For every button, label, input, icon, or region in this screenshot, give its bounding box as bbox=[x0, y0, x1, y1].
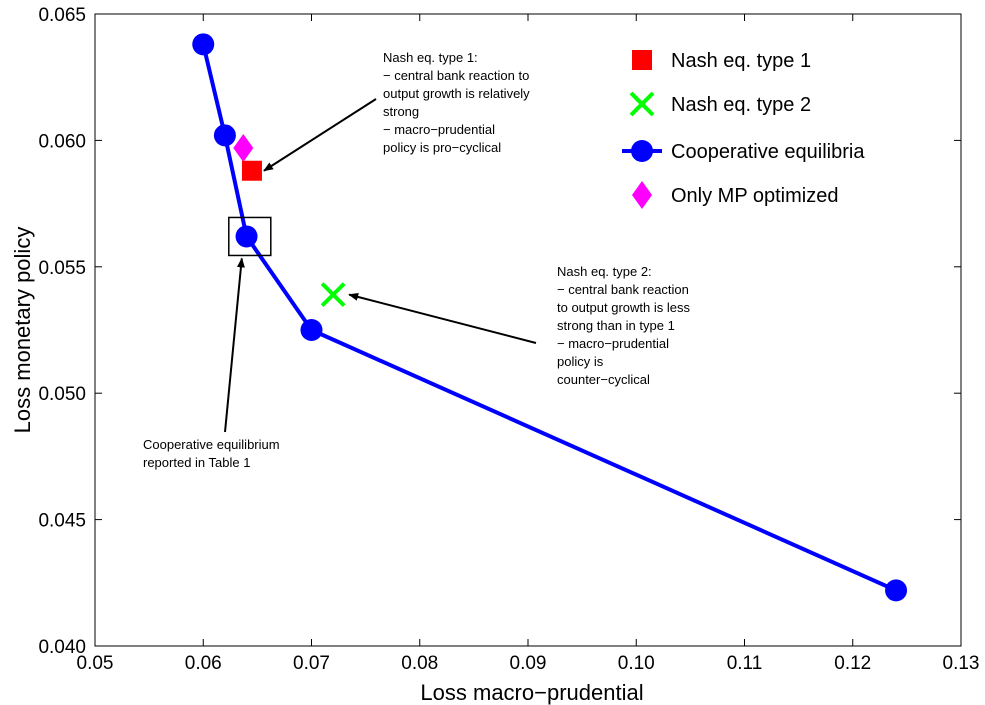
x-tick-label: 0.09 bbox=[510, 653, 547, 674]
x-tick-label: 0.11 bbox=[727, 653, 763, 674]
legend-label: Nash eq. type 2 bbox=[671, 94, 811, 116]
legend-marker bbox=[632, 50, 652, 70]
annotation-arrow bbox=[263, 98, 377, 172]
marker-circle bbox=[235, 225, 258, 248]
annotation-line: policy is pro−cyclical bbox=[383, 140, 501, 155]
annotation-line: − macro−prudential bbox=[383, 122, 495, 137]
series-layer bbox=[192, 33, 908, 602]
marker-x-stroke bbox=[629, 91, 655, 117]
marker-circle bbox=[213, 124, 236, 147]
legend-marker bbox=[631, 140, 653, 162]
y-tick-label: 0.055 bbox=[38, 258, 86, 279]
y-tick-label: 0.040 bbox=[38, 637, 86, 658]
annotation-line: − macro−prudential bbox=[557, 336, 669, 351]
marker-circle bbox=[192, 33, 215, 56]
legend-marker bbox=[629, 91, 655, 117]
annotation-line: to output growth is less bbox=[557, 300, 690, 315]
annotations-layer: Nash eq. type 1: − central bank reaction … bbox=[143, 50, 690, 470]
x-tick-label: 0.07 bbox=[293, 653, 330, 674]
legend-label: Nash eq. type 1 bbox=[671, 50, 811, 72]
annotation-line: Nash eq. type 1: bbox=[383, 50, 478, 65]
x-tick-label: 0.12 bbox=[834, 653, 871, 674]
annotation-line: strong than in type 1 bbox=[557, 318, 675, 333]
annotation-line: counter−cyclical bbox=[557, 372, 650, 387]
annotation-text: Nash eq. type 2: − central bank reaction t… bbox=[557, 264, 690, 387]
annotation-line: Nash eq. type 2: bbox=[557, 264, 652, 279]
marker-diamond bbox=[233, 133, 254, 162]
y-axis-label: Loss monetary policy bbox=[10, 227, 35, 434]
annotation-line: policy is bbox=[557, 354, 604, 369]
annotation-line: reported in Table 1 bbox=[143, 455, 250, 470]
legend-marker bbox=[632, 181, 652, 209]
legend-label: Only MP optimized bbox=[671, 185, 838, 207]
highlight-box bbox=[228, 216, 272, 257]
plot-area bbox=[94, 13, 962, 647]
marker-x bbox=[320, 282, 346, 308]
marker-circle bbox=[300, 319, 323, 341]
legend-label: Cooperative equilibria bbox=[671, 141, 865, 163]
annotation-line: output growth is relatively bbox=[383, 86, 530, 101]
legend: Nash eq. type 1 Nash eq. type 2 Cooperativ… bbox=[622, 50, 865, 209]
x-axis-label: Loss macro−prudential bbox=[420, 680, 643, 705]
x-tick-label: 0.05 bbox=[77, 653, 114, 674]
y-tick-label: 0.050 bbox=[38, 384, 86, 405]
annotation-line: strong bbox=[383, 104, 419, 119]
annotation-line: Cooperative equilibrium bbox=[143, 437, 280, 452]
y-tick-label: 0.060 bbox=[38, 131, 86, 152]
annotation-arrow bbox=[348, 292, 537, 344]
y-tick-label: 0.045 bbox=[38, 511, 86, 532]
x-tick-label: 0.10 bbox=[618, 653, 655, 674]
marker-circle bbox=[885, 579, 908, 602]
annotation-text: Cooperative equilibrium reported in Table… bbox=[143, 437, 280, 470]
annotation-text: Nash eq. type 1: − central bank reaction … bbox=[383, 50, 530, 155]
marker-square bbox=[241, 160, 262, 181]
y-tick-label: 0.065 bbox=[38, 5, 86, 26]
annotation-line: − central bank reaction bbox=[557, 282, 689, 297]
axis-tick-labels: 0.05 0.06 0.07 0.08 0.09 0.10 0.11 0.12 0.13 0.04… bbox=[38, 5, 979, 674]
annotation-line: − central bank reaction to bbox=[383, 68, 529, 83]
marker-x-stroke bbox=[320, 282, 346, 308]
annotation-arrow bbox=[224, 257, 245, 433]
x-tick-label: 0.08 bbox=[401, 653, 438, 674]
x-tick-label: 0.06 bbox=[185, 653, 222, 674]
axis-ticks bbox=[94, 13, 962, 647]
x-tick-label: 0.13 bbox=[943, 653, 980, 674]
